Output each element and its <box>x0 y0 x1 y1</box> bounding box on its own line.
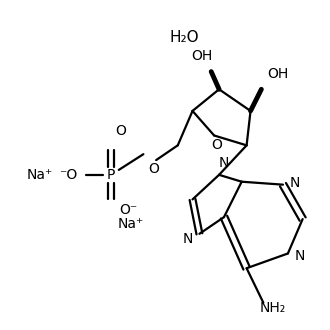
Text: O: O <box>212 138 222 152</box>
Text: O: O <box>148 162 159 176</box>
Text: NH₂: NH₂ <box>260 301 286 314</box>
Text: Na⁺: Na⁺ <box>117 217 144 231</box>
Text: ⁻O: ⁻O <box>59 168 78 182</box>
Text: Na⁺: Na⁺ <box>27 168 53 182</box>
Text: N: N <box>290 176 300 190</box>
Text: O: O <box>115 124 126 138</box>
Text: OH: OH <box>191 49 212 63</box>
Text: N: N <box>182 232 193 246</box>
Text: N: N <box>219 156 229 170</box>
Text: O⁻: O⁻ <box>119 203 138 217</box>
Text: OH: OH <box>267 67 289 81</box>
Text: H₂O: H₂O <box>170 30 199 45</box>
Text: P: P <box>107 168 115 182</box>
Text: N: N <box>294 249 305 263</box>
